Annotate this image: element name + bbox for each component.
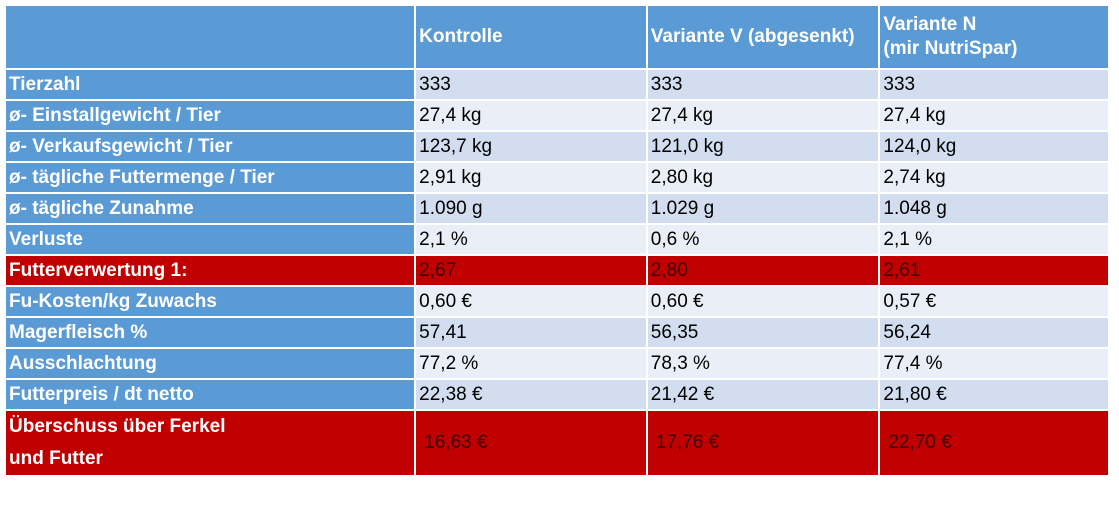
cell-variante-n: 1.048 g (878, 192, 1110, 225)
header-blank (3, 4, 417, 70)
header-row: Kontrolle Variante V (abgesenkt) Variant… (3, 4, 1110, 70)
row-label: ø- tägliche Zunahme (3, 192, 417, 225)
row-label: Tierzahl (3, 68, 417, 101)
cell-kontrolle: 77,2 % (414, 347, 648, 380)
cell-variante-n: 124,0 kg (878, 130, 1110, 163)
row-label: Verluste (3, 223, 417, 256)
row-label: Futterpreis / dt netto (3, 378, 417, 411)
cell-kontrolle: 1.090 g (414, 192, 648, 225)
cell-variante-v: 0,6 % (645, 223, 881, 256)
cell-variante-n: 27,4 kg (878, 99, 1110, 132)
row-label: ø- Verkaufsgewicht / Tier (3, 130, 417, 163)
row-label: Überschuss über Ferkel und Futter (3, 409, 417, 477)
cell-variante-n: 56,24 (878, 316, 1110, 349)
table-row: Ausschlachtung 77,2 % 78,3 % 77,4 % (3, 347, 1110, 380)
row-label: Ausschlachtung (3, 347, 417, 380)
table-row: Fu-Kosten/kg Zuwachs 0,60 € 0,60 € 0,57 … (3, 285, 1110, 318)
table-row: Verluste 2,1 % 0,6 % 2,1 % (3, 223, 1110, 256)
cell-kontrolle: 2,91 kg (414, 161, 648, 194)
cell-variante-v: 17,76 € (645, 409, 881, 477)
row-label-line1: Überschuss über Ferkel (9, 416, 226, 437)
cell-variante-v: 2,80 kg (645, 161, 881, 194)
header-variante-n: Variante N (mir NutriSpar) (878, 4, 1110, 70)
cell-variante-v: 27,4 kg (645, 99, 881, 132)
cell-variante-n: 2,74 kg (878, 161, 1110, 194)
header-variante-n-title: Variante N (883, 14, 977, 35)
cell-variante-v: 121,0 kg (645, 130, 881, 163)
row-label: Futterverwertung 1: (3, 254, 417, 287)
cell-variante-n: 2,61 (878, 254, 1110, 287)
table-row-highlight: Futterverwertung 1: 2,67 2,80 2,61 (3, 254, 1110, 287)
cell-kontrolle: 27,4 kg (414, 99, 648, 132)
cell-variante-n: 77,4 % (878, 347, 1110, 380)
header-variante-v: Variante V (abgesenkt) (645, 4, 881, 70)
cell-variante-n: 21,80 € (878, 378, 1110, 411)
comparison-table: Kontrolle Variante V (abgesenkt) Variant… (3, 4, 1110, 477)
cell-kontrolle: 16,63 € (414, 409, 648, 477)
cell-variante-n: 2,1 % (878, 223, 1110, 256)
row-label-line2: und Futter (9, 448, 103, 469)
cell-variante-v: 78,3 % (645, 347, 881, 380)
cell-kontrolle: 0,60 € (414, 285, 648, 318)
cell-kontrolle: 57,41 (414, 316, 648, 349)
cell-variante-n: 333 (878, 68, 1110, 101)
table-row: ø- Verkaufsgewicht / Tier 123,7 kg 121,0… (3, 130, 1110, 163)
table-row: Tierzahl 333 333 333 (3, 68, 1110, 101)
cell-kontrolle: 2,1 % (414, 223, 648, 256)
row-label: ø- tägliche Futtermenge / Tier (3, 161, 417, 194)
cell-variante-v: 56,35 (645, 316, 881, 349)
table-row: Magerfleisch % 57,41 56,35 56,24 (3, 316, 1110, 349)
table-row: Futterpreis / dt netto 22,38 € 21,42 € 2… (3, 378, 1110, 411)
cell-variante-n: 0,57 € (878, 285, 1110, 318)
cell-kontrolle: 2,67 (414, 254, 648, 287)
table-row: ø- tägliche Futtermenge / Tier 2,91 kg 2… (3, 161, 1110, 194)
cell-kontrolle: 22,38 € (414, 378, 648, 411)
cell-kontrolle: 123,7 kg (414, 130, 648, 163)
row-label: Magerfleisch % (3, 316, 417, 349)
cell-variante-v: 2,80 (645, 254, 881, 287)
row-label: ø- Einstallgewicht / Tier (3, 99, 417, 132)
cell-variante-v: 1.029 g (645, 192, 881, 225)
header-variante-n-subtitle: (mir NutriSpar) (883, 38, 1018, 59)
header-kontrolle: Kontrolle (414, 4, 648, 70)
table-row: ø- tägliche Zunahme 1.090 g 1.029 g 1.04… (3, 192, 1110, 225)
cell-kontrolle: 333 (414, 68, 648, 101)
table-row-highlight: Überschuss über Ferkel und Futter 16,63 … (3, 409, 1110, 477)
cell-variante-v: 21,42 € (645, 378, 881, 411)
row-label: Fu-Kosten/kg Zuwachs (3, 285, 417, 318)
cell-variante-v: 0,60 € (645, 285, 881, 318)
cell-variante-v: 333 (645, 68, 881, 101)
cell-variante-n: 22,70 € (878, 409, 1110, 477)
table-row: ø- Einstallgewicht / Tier 27,4 kg 27,4 k… (3, 99, 1110, 132)
